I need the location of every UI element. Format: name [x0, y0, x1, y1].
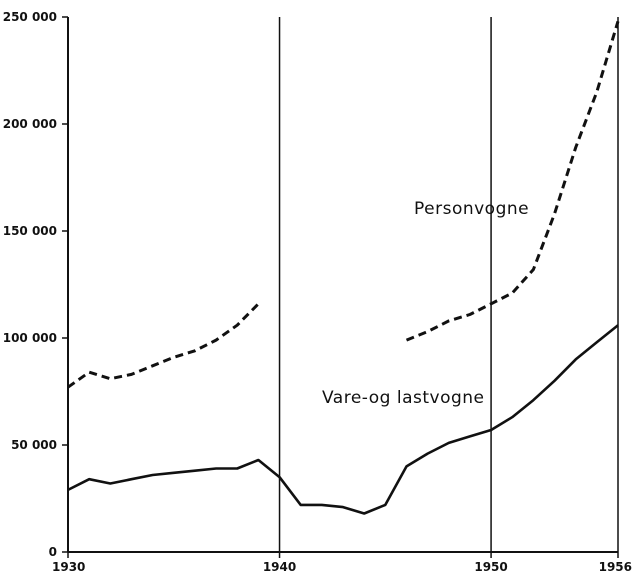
vertical-gridlines — [278, 17, 619, 552]
series-line-personvogne — [67, 302, 260, 389]
series-line-vare-og-lastvogne — [67, 324, 619, 515]
y-tick-label: 250 000 — [3, 10, 57, 24]
series-label-personvogne: Personvogne — [414, 199, 529, 219]
x-tick-label: 1950 — [474, 560, 507, 574]
series-line-personvogne — [405, 20, 620, 342]
series-lines — [67, 20, 620, 515]
y-tick-label: 200 000 — [3, 117, 57, 131]
y-tick-label: 0 — [49, 545, 57, 559]
x-tick-label: 1930 — [52, 560, 85, 574]
y-tick-label: 50 000 — [11, 438, 57, 452]
series-label-vare-og-lastvogne: Vare-og lastvogne — [322, 388, 485, 408]
y-tick-label: 150 000 — [3, 224, 57, 238]
x-axis: 1930 1940 1950 1956 — [52, 551, 632, 574]
y-tick-label: 100 000 — [3, 331, 57, 345]
x-tick-label: 1956 — [599, 560, 632, 574]
x-tick-label: 1940 — [263, 560, 296, 574]
y-axis: 0 50 000 100 000 150 000 200 000 250 000 — [3, 10, 69, 559]
